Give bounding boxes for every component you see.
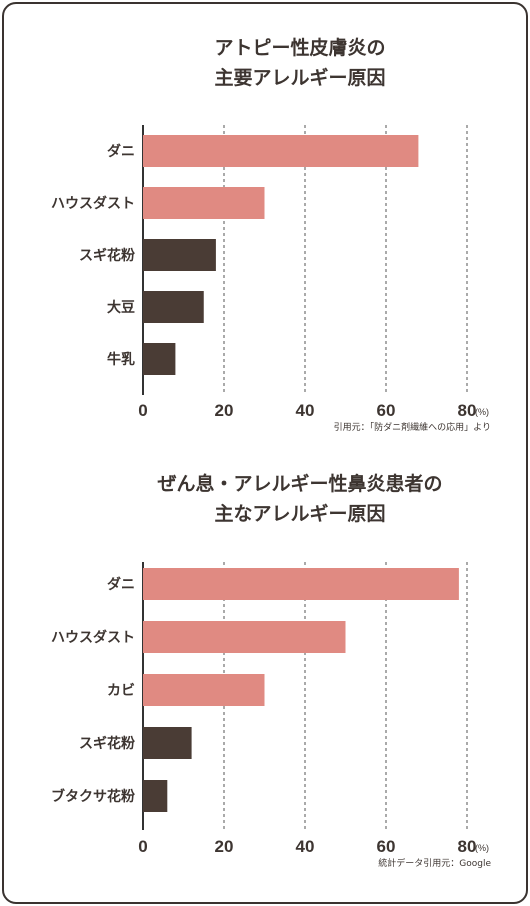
x-tick-label: 60 bbox=[377, 837, 396, 856]
bar bbox=[143, 568, 459, 600]
bar bbox=[143, 135, 419, 167]
category-label: ハウスダスト bbox=[51, 629, 135, 646]
bar bbox=[143, 187, 265, 219]
chart-1-unit: (%) bbox=[475, 407, 489, 417]
chart-1-title-line-1: アトピー性皮膚炎の bbox=[214, 36, 385, 59]
chart-2-title-line-2: 主なアレルギー原因 bbox=[214, 503, 385, 525]
x-tick-label: 20 bbox=[215, 837, 234, 856]
bar bbox=[143, 727, 192, 759]
category-label: ブタクサ花粉 bbox=[51, 788, 135, 805]
category-label: ダニ bbox=[107, 576, 135, 593]
x-tick-label: 80 bbox=[458, 401, 477, 420]
chart-2-bars bbox=[143, 568, 459, 812]
chart-2-tick-labels: 0 20 40 60 80 bbox=[138, 837, 476, 856]
x-tick-label: 80 bbox=[458, 837, 477, 856]
x-tick-label: 20 bbox=[215, 401, 234, 420]
chart-2-unit: (%) bbox=[475, 843, 489, 853]
chart-1-title-line-2: 主要アレルギー原因 bbox=[214, 67, 385, 89]
category-label: 大豆 bbox=[107, 299, 135, 316]
x-tick-label: 40 bbox=[296, 401, 315, 420]
x-tick-label: 40 bbox=[296, 837, 315, 856]
x-tick-label: 0 bbox=[138, 401, 147, 420]
chart-1-tick-labels: 0 20 40 60 80 bbox=[138, 401, 476, 420]
chart-2-title-line-1: ぜん息・アレルギー性鼻炎患者の bbox=[157, 472, 442, 495]
chart-2: ぜん息・アレルギー性鼻炎患者の 主なアレルギー原因 ダニハウスダストカビスギ花粉… bbox=[51, 472, 491, 869]
category-label: スギ花粉 bbox=[79, 247, 135, 264]
bar bbox=[143, 621, 346, 653]
category-label: スギ花粉 bbox=[79, 735, 135, 752]
chart-1-bars bbox=[143, 135, 419, 375]
category-label: ダニ bbox=[107, 143, 135, 160]
category-label: カビ bbox=[107, 683, 135, 699]
x-tick-label: 0 bbox=[138, 837, 147, 856]
bar bbox=[143, 343, 176, 375]
bar bbox=[143, 291, 204, 323]
bar bbox=[143, 674, 265, 706]
chart-1-source: 引用元：「防ダニ剤繊維への応用」より bbox=[334, 421, 491, 433]
bar bbox=[143, 239, 216, 271]
chart-2-source: 統計データ引用元：Google bbox=[378, 857, 491, 869]
x-tick-label: 60 bbox=[377, 401, 396, 420]
category-label: ハウスダスト bbox=[51, 195, 135, 212]
category-label: 牛乳 bbox=[107, 351, 135, 368]
bar bbox=[143, 780, 168, 812]
